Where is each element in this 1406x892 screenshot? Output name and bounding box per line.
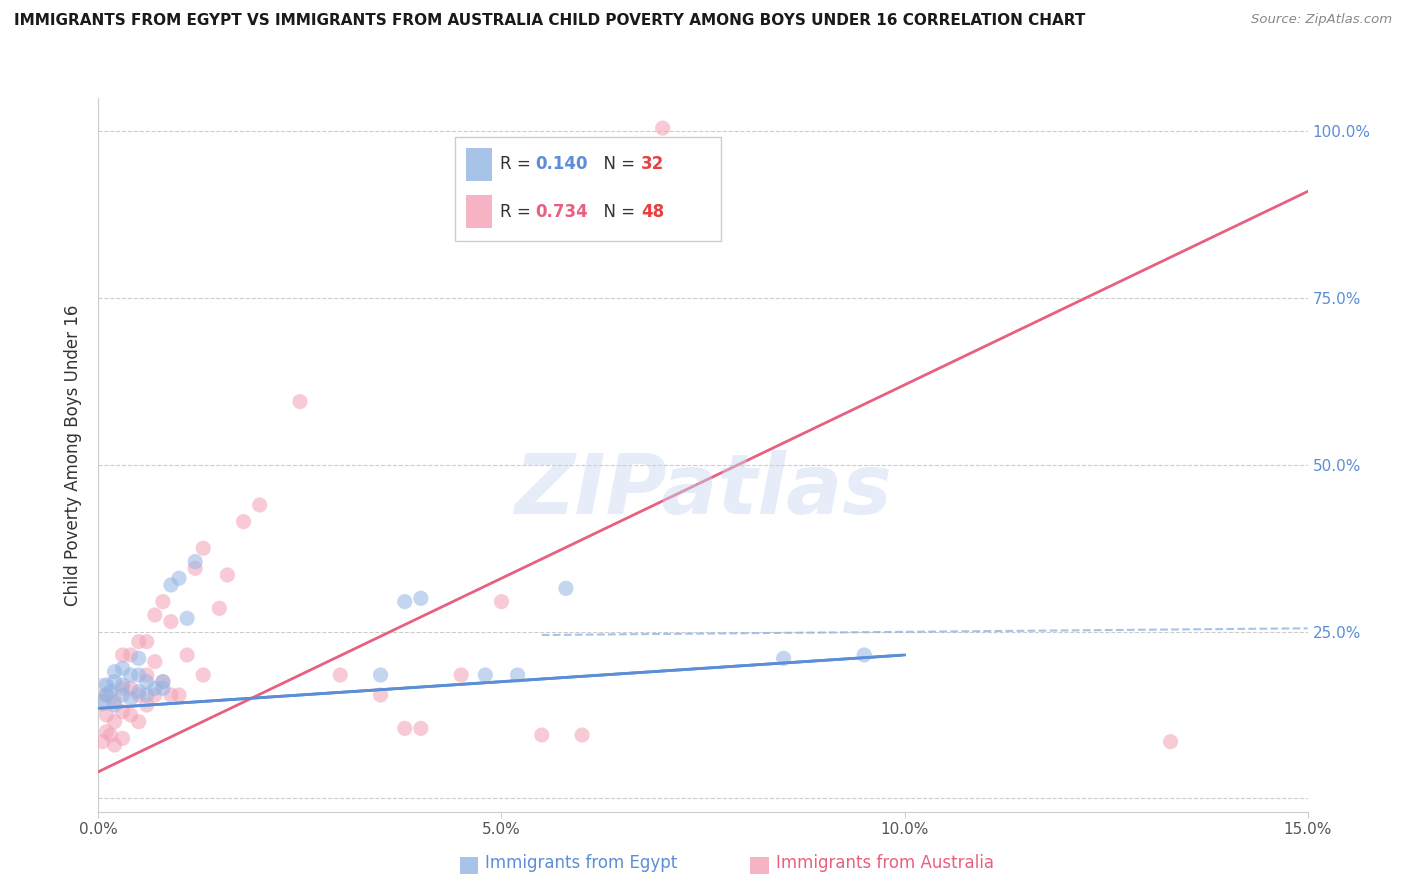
Point (128, 634, 150, 648)
Point (96, 724, 118, 739)
Point (409, 591, 432, 606)
Point (217, 568, 239, 582)
Point (772, 651, 794, 665)
Point (96, 688, 118, 702)
Point (167, 571, 190, 585)
Point (90, 688, 112, 702)
Point (152, 674, 174, 689)
Point (651, 121, 673, 136)
Point (120, 668, 142, 682)
Point (111, 661, 134, 675)
Point (135, 668, 157, 682)
Point (128, 684, 150, 698)
Point (103, 738, 125, 752)
Point (135, 634, 157, 648)
Point (128, 714, 150, 729)
Point (143, 681, 166, 696)
Point (111, 705, 134, 719)
Point (111, 678, 134, 692)
Point (143, 688, 166, 702)
Point (571, 728, 593, 742)
Point (120, 708, 142, 723)
Point (160, 578, 183, 592)
Point (91, 734, 114, 748)
Point (491, 594, 513, 608)
Point (409, 722, 432, 736)
Point (232, 515, 254, 529)
Point (111, 681, 134, 696)
Point (120, 691, 142, 706)
Text: Immigrants from Egypt: Immigrants from Egypt (485, 855, 678, 872)
Point (111, 688, 134, 702)
Point (176, 648, 198, 662)
Point (143, 607, 166, 622)
Point (135, 688, 157, 702)
Point (152, 681, 174, 696)
Point (1160, 734, 1182, 748)
Point (450, 668, 472, 682)
Point (135, 674, 157, 689)
Text: IMMIGRANTS FROM EGYPT VS IMMIGRANTS FROM AUSTRALIA CHILD POVERTY AMONG BOYS UNDE: IMMIGRANTS FROM EGYPT VS IMMIGRANTS FROM… (14, 13, 1085, 29)
Point (100, 728, 122, 742)
Point (103, 714, 125, 729)
Point (506, 668, 529, 682)
Point (193, 668, 215, 682)
Point (329, 668, 352, 682)
Point (103, 665, 125, 679)
Y-axis label: Child Poverty Among Boys Under 16: Child Poverty Among Boys Under 16 (65, 304, 83, 606)
Point (160, 688, 183, 702)
Point (96, 688, 118, 702)
Text: ZIPatlas: ZIPatlas (515, 450, 891, 531)
Point (103, 674, 125, 689)
Point (128, 651, 150, 665)
Text: Immigrants from Australia: Immigrants from Australia (776, 855, 994, 872)
Point (394, 722, 416, 736)
Point (394, 594, 416, 608)
Point (91, 695, 114, 709)
Point (103, 695, 125, 709)
Point (111, 731, 134, 746)
Point (193, 541, 215, 556)
Point (555, 582, 578, 596)
Point (120, 681, 142, 696)
Point (128, 688, 150, 702)
Point (249, 498, 271, 512)
Point (152, 674, 174, 689)
Point (853, 648, 876, 662)
Point (135, 698, 157, 712)
Point (474, 668, 496, 682)
Point (530, 728, 553, 742)
Point (96, 678, 118, 692)
Point (370, 688, 392, 702)
Point (288, 394, 311, 409)
Point (176, 611, 198, 625)
Point (152, 594, 174, 608)
Point (128, 668, 150, 682)
Point (143, 655, 166, 669)
Point (100, 684, 122, 698)
Point (160, 615, 183, 629)
Point (96, 708, 118, 723)
Point (120, 648, 142, 662)
Point (103, 698, 125, 712)
Point (184, 555, 207, 569)
Point (370, 668, 392, 682)
Point (111, 648, 134, 662)
Text: Source: ZipAtlas.com: Source: ZipAtlas.com (1251, 13, 1392, 27)
Point (167, 688, 190, 702)
Point (184, 561, 207, 575)
Point (208, 601, 231, 615)
